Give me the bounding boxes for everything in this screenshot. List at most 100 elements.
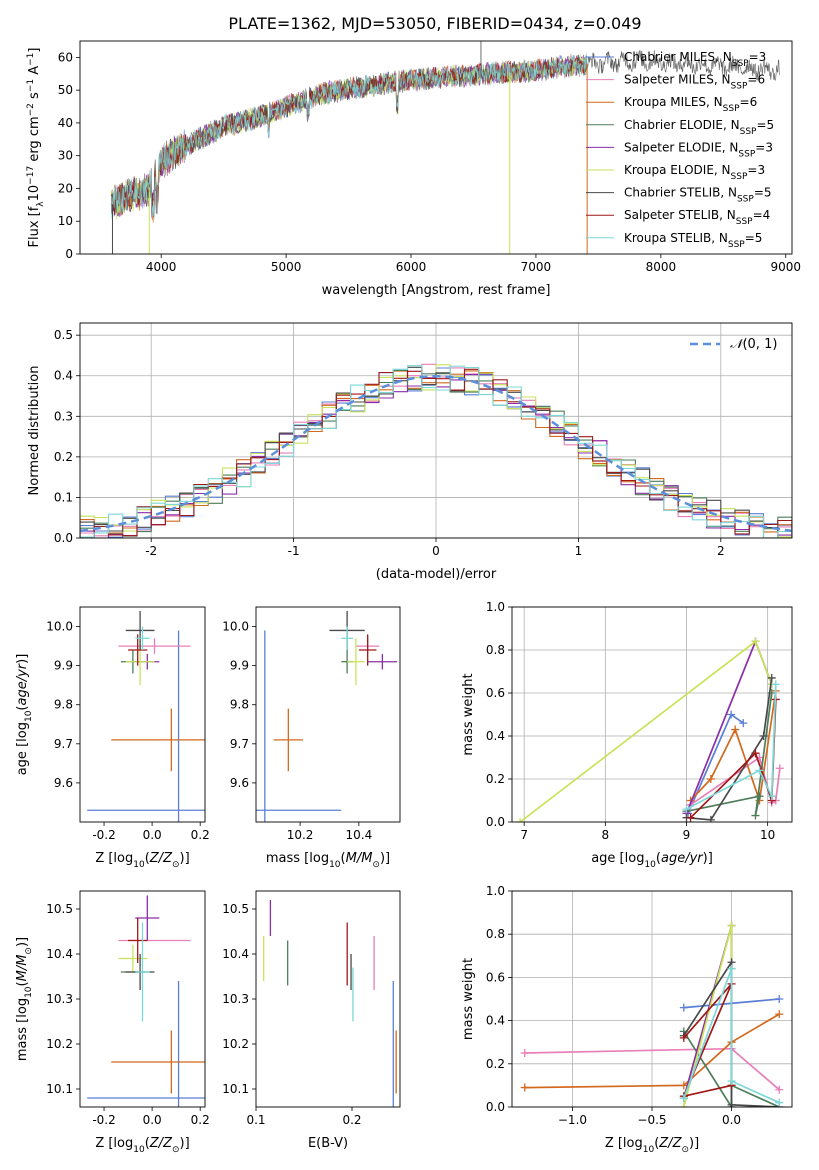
y-axis-label: Flux [fλ10−17 erg cm−2 s−1 A−1]	[26, 48, 46, 248]
series-marker	[727, 1100, 736, 1107]
series-marker	[731, 725, 740, 734]
x-tick-label: 10	[760, 828, 775, 842]
y-tick-label: 40	[58, 116, 73, 130]
series-marker	[755, 766, 764, 775]
series-marker	[686, 813, 695, 822]
series-marker	[727, 921, 736, 930]
x-tick-label: 0.1	[246, 1113, 265, 1127]
x-tick-label: 9	[683, 828, 691, 842]
series-line	[683, 968, 780, 1104]
series-marker	[767, 792, 776, 801]
plot-area	[87, 895, 205, 1107]
y-tick-label: 0.2	[54, 450, 73, 464]
y-tick-label: 9.6	[230, 776, 249, 790]
spectrum-panel: 4000 5000 6000 7000 8000 9000 0 10 20 30 40 50 60 wav…	[26, 40, 801, 298]
x-tick-label: 0.2	[191, 1113, 210, 1127]
x-tick-label: −1.0	[558, 1113, 587, 1127]
legend-entry: Kroupa STELIB, NSSP=5	[624, 231, 762, 250]
x-tick-label: 7	[520, 828, 528, 842]
y-axis-label: mass weight	[461, 673, 476, 755]
x-tick-label: 10.4	[345, 828, 372, 842]
series-line	[682, 983, 733, 1098]
axes-frame	[255, 890, 401, 1108]
figure-title: PLATE=1362, MJD=53050, FIBERID=0434, z=0…	[228, 14, 641, 33]
legend-entry: Chabrier ELODIE, NSSP=5	[624, 118, 774, 137]
spectrum-line	[110, 52, 588, 220]
x-tick-label: -0.2	[92, 828, 115, 842]
legend-entry: Kroupa ELODIE, NSSP=3	[624, 163, 765, 182]
plot-area	[80, 363, 792, 538]
x-axis-label: Z [log10(Z/Z⊙)]	[95, 851, 189, 870]
plot-area	[110, 41, 780, 254]
legend-entry: Salpeter MILES, NSSP=6	[624, 73, 765, 92]
y-tick-label: 10.2	[46, 1037, 73, 1051]
series-marker	[679, 1081, 688, 1090]
x-tick-label: 4000	[146, 260, 177, 274]
axes-frame	[511, 890, 793, 1108]
weight-vs-metallicity-panel: −1.0 −0.5 0.0 0.0 0.2 0.4 0.6 0.8 1.0 Z [log10(Z/…	[461, 884, 793, 1155]
series-marker	[520, 1049, 529, 1057]
x-axis-label: age [log10(age/yr)]	[591, 851, 713, 870]
plot-area	[520, 921, 784, 1107]
plot-area	[87, 610, 205, 822]
series-marker	[751, 637, 760, 646]
y-axis-label: Normed distribution	[27, 366, 42, 496]
y-tick-label: 0.2	[486, 772, 505, 786]
x-axis-label: Z [log10(Z/Z⊙)]	[95, 1136, 189, 1155]
x-tick-label: 8000	[646, 260, 677, 274]
x-tick-label: 10.2	[287, 828, 314, 842]
y-tick-label: 0.0	[54, 531, 73, 545]
y-tick-label: 10.4	[222, 947, 249, 961]
plot-area	[256, 610, 398, 822]
series-marker	[679, 1033, 688, 1042]
y-tick-label: 9.8	[230, 698, 249, 712]
x-tick-label: 2	[717, 544, 725, 558]
series-marker	[520, 1083, 529, 1092]
x-tick-label: 0	[432, 544, 440, 558]
normal-curve	[80, 374, 792, 533]
x-axis-label: Z [log10(Z/Z⊙)]	[605, 1136, 699, 1155]
y-tick-label: 10.0	[46, 620, 73, 634]
x-axis-label: (data-model)/error	[376, 567, 497, 582]
series-marker	[775, 1010, 784, 1019]
y-tick-label: 9.9	[54, 659, 73, 673]
axes-frame	[79, 890, 206, 1108]
series-marker	[771, 680, 780, 689]
y-tick-label: 0.0	[486, 815, 505, 829]
series-line	[524, 1013, 780, 1089]
series-marker	[706, 775, 715, 783]
series-marker	[775, 1098, 784, 1107]
y-tick-label: 50	[58, 83, 73, 97]
y-tick-label: 10.5	[46, 902, 73, 916]
y-tick-label: 30	[58, 149, 73, 163]
y-tick-label: 0.4	[486, 729, 505, 743]
axes-frame	[255, 606, 401, 823]
axes-frame	[511, 606, 793, 823]
legend-entry: Chabrier MILES, NSSP=3	[624, 50, 766, 69]
series-line	[686, 677, 773, 821]
series-marker	[706, 815, 715, 822]
x-tick-label: 0.0	[722, 1113, 741, 1127]
mass-vs-metallicity-panel: -0.2 0.0 0.2 10.1 10.2 10.3 10.4 10.5 Z [log10(Z…	[15, 890, 210, 1155]
y-axis-label: age [log10(age/yr)]	[15, 654, 34, 776]
series-marker	[739, 719, 748, 728]
x-tick-label: 0.0	[143, 828, 162, 842]
legend-entry: Chabrier STELIB, NSSP=5	[624, 186, 772, 205]
y-tick-label: 10.0	[222, 620, 249, 634]
y-tick-label: 20	[58, 181, 73, 195]
legend-entry: 𝒩(0, 1)	[730, 337, 777, 352]
plot-area	[516, 637, 784, 822]
residual-histogram-panel: -2 -1 0 1 2 0.0 0.1 0.2 0.3 0.4 0.5 (data-model)/er…	[27, 322, 793, 582]
legend-entry: Kroupa MILES, NSSP=6	[624, 95, 757, 114]
series-marker	[727, 1077, 736, 1086]
series-marker	[516, 818, 525, 822]
axes-frame	[79, 606, 206, 823]
y-tick-label: 0.6	[486, 686, 505, 700]
axes-frame	[79, 40, 793, 255]
x-tick-label: -1	[288, 544, 300, 558]
y-tick-label: 0.4	[486, 1014, 505, 1028]
y-tick-label: 10.4	[46, 947, 73, 961]
y-tick-label: 0.6	[486, 970, 505, 984]
axes-frame	[79, 322, 793, 539]
